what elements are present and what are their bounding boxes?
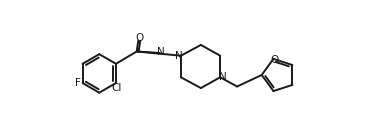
Text: Cl: Cl xyxy=(112,83,122,93)
Text: N: N xyxy=(218,72,226,82)
Text: N: N xyxy=(157,47,164,57)
Text: N: N xyxy=(175,51,183,61)
Text: O: O xyxy=(135,33,143,43)
Text: O: O xyxy=(271,55,279,65)
Text: F: F xyxy=(75,78,81,88)
